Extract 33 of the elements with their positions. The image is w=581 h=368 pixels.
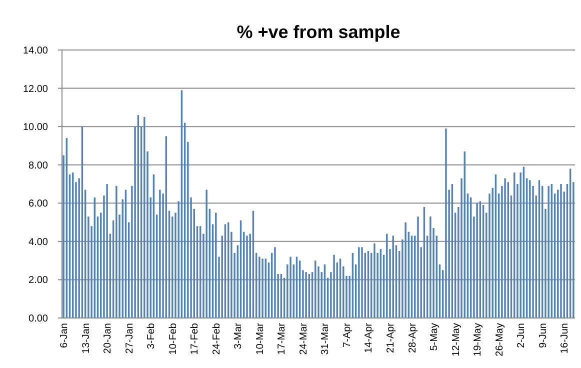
y-tick-label: 10.00	[22, 122, 48, 134]
x-tick-label: 20-Jan	[102, 323, 114, 354]
y-tick-label: 0.00	[28, 314, 48, 324]
x-tick-label: 24-Mar	[298, 322, 310, 355]
x-tick-label: 26-May	[494, 323, 506, 356]
x-tick-label: 27-Jan	[124, 323, 136, 354]
x-tick-label: 6-Jan	[59, 323, 70, 348]
x-tick-label: 5-May	[429, 323, 440, 351]
y-tick-label: 8.00	[28, 160, 48, 172]
y-tick-label: 2.00	[28, 275, 48, 286]
x-tick-label: 24-Feb	[211, 322, 222, 355]
y-tick-label: 14.00	[22, 46, 48, 56]
x-tick-label: 14-Apr	[364, 322, 375, 354]
y-tick-label: 4.00	[28, 236, 48, 248]
x-tick-label: 28-Apr	[407, 322, 418, 354]
x-tick-label: 21-Apr	[386, 322, 397, 354]
x-tick-label: 10-Mar	[254, 322, 266, 355]
x-tick-label: 31-Mar	[320, 322, 332, 355]
x-tick-label: 17-Mar	[276, 322, 288, 355]
x-tick-label: 12-May	[450, 323, 462, 356]
x-tick-label: 9-Jun	[538, 323, 549, 348]
x-tick-label: 3-Mar	[233, 322, 244, 350]
x-tick-label: 13-Jan	[80, 323, 92, 354]
y-tick-label: 12.00	[22, 84, 48, 95]
x-tick-label: 19-May	[472, 323, 484, 356]
x-tick-label: 3-Feb	[146, 322, 158, 350]
x-tick-label: 7-Apr	[342, 322, 353, 348]
x-tick-label: 17-Feb	[190, 322, 201, 355]
x-tick-label: 2-Jun	[516, 323, 528, 348]
y-tick-label: 6.00	[28, 198, 48, 210]
x-tick-label: 10-Feb	[168, 322, 179, 355]
x-tick-label: 16-Jun	[560, 323, 571, 354]
chart-title: % +ve from sample	[236, 22, 400, 42]
